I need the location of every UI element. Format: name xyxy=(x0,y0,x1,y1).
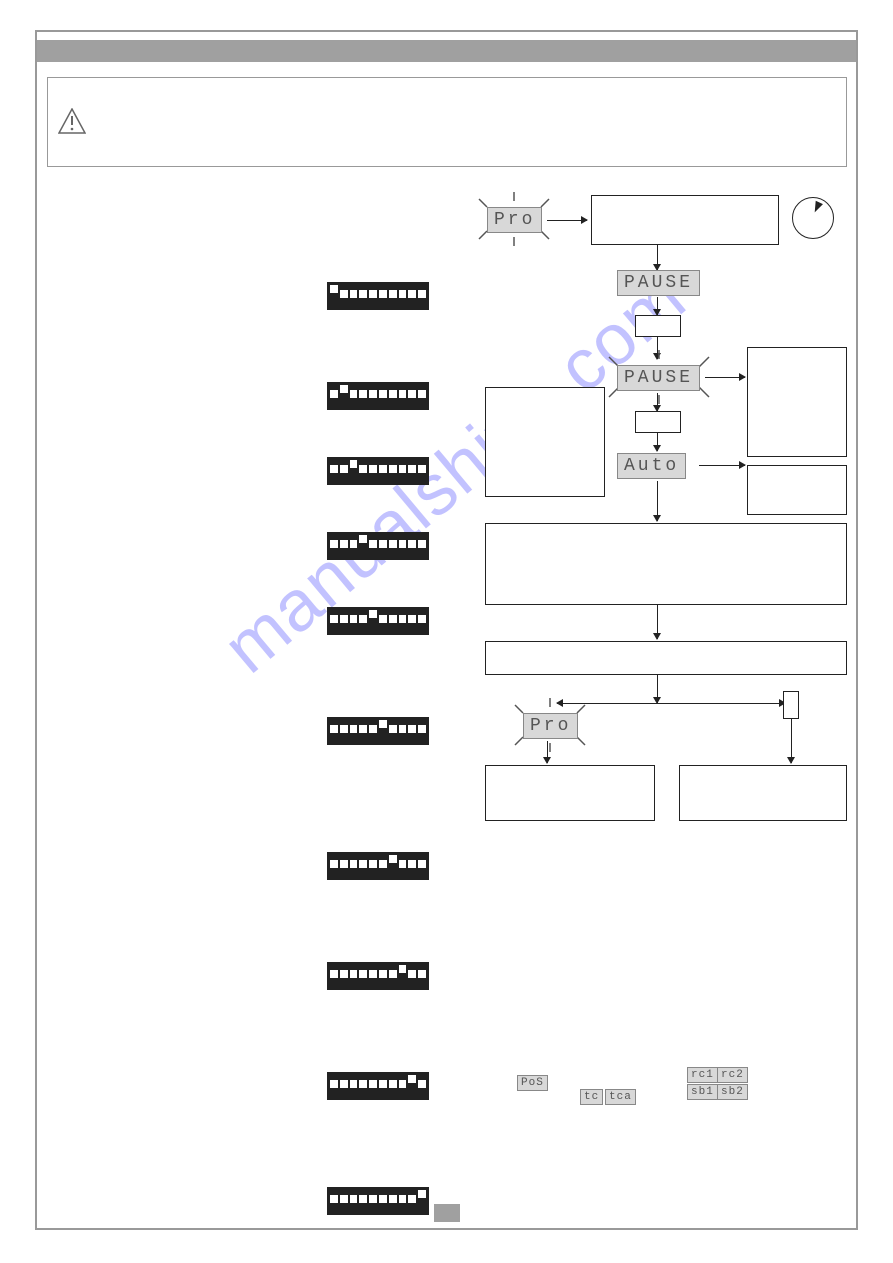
lcd-pro-2: Pro xyxy=(523,713,578,739)
lcd-sb2: sb2 xyxy=(717,1084,748,1100)
dial-icon xyxy=(792,197,834,239)
arrow-icon xyxy=(657,703,785,704)
flow-box-right-1 xyxy=(747,347,847,457)
dip-switch-9 xyxy=(327,1072,429,1100)
flow-box-branch-right xyxy=(679,765,847,821)
flow-box-small-1 xyxy=(635,315,681,337)
dip-switch-1 xyxy=(327,282,429,310)
flow-box-wide-1 xyxy=(485,523,847,605)
lcd-tca: tca xyxy=(605,1089,636,1105)
lcd-rc2: rc2 xyxy=(717,1067,748,1083)
lcd-pro-1: Pro xyxy=(487,207,542,233)
page-number-badge xyxy=(434,1204,460,1222)
dip-switch-5 xyxy=(327,607,429,635)
dip-switch-10 xyxy=(327,1187,429,1215)
flow-box-1 xyxy=(591,195,779,245)
arrow-icon xyxy=(791,719,792,763)
flow-box-left-1 xyxy=(485,387,605,497)
arrow-icon xyxy=(705,377,745,378)
page-frame: manualshive.com Pro xyxy=(35,30,858,1230)
flow-box-small-2 xyxy=(635,411,681,433)
arrow-icon xyxy=(657,481,658,521)
lcd-tc: tc xyxy=(580,1089,603,1105)
dip-switch-7 xyxy=(327,852,429,880)
lcd-rc1: rc1 xyxy=(687,1067,718,1083)
arrow-icon xyxy=(657,675,658,703)
flow-box-right-2 xyxy=(747,465,847,515)
lcd-sb1: sb1 xyxy=(687,1084,718,1100)
dip-switch-8 xyxy=(327,962,429,990)
arrow-icon xyxy=(699,465,745,466)
arrow-icon xyxy=(657,245,658,270)
dip-switch-2 xyxy=(327,382,429,410)
dip-switch-6 xyxy=(327,717,429,745)
flow-indicator xyxy=(783,691,799,719)
dip-switch-3 xyxy=(327,457,429,485)
warning-box xyxy=(47,77,847,167)
arrow-icon xyxy=(657,393,658,411)
arrow-icon xyxy=(547,741,548,763)
lcd-pos: PoS xyxy=(517,1075,548,1091)
arrow-icon xyxy=(657,605,658,639)
arrow-icon xyxy=(657,297,658,315)
lcd-pause-1: PAUSE xyxy=(617,270,700,296)
arrow-icon xyxy=(657,433,658,451)
lcd-auto: Auto xyxy=(617,453,686,479)
flow-box-wide-2 xyxy=(485,641,847,675)
lcd-pause-2: PAUSE xyxy=(617,365,700,391)
flow-box-branch-left xyxy=(485,765,655,821)
header-bar xyxy=(37,40,856,62)
arrow-icon xyxy=(547,220,587,221)
warning-icon xyxy=(58,108,86,134)
dip-switch-4 xyxy=(327,532,429,560)
